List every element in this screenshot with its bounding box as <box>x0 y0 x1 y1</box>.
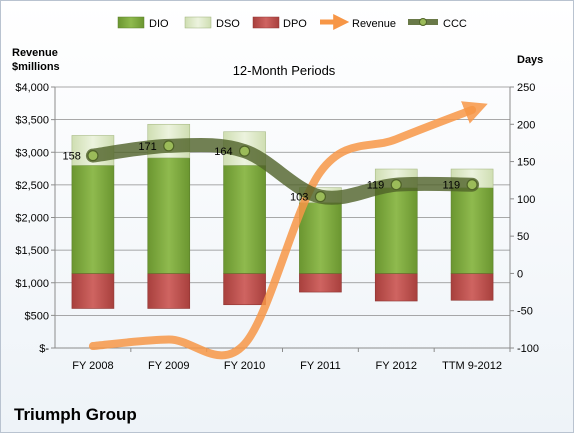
ccc-data-label: 171 <box>138 141 156 153</box>
legend-dio-swatch <box>117 16 145 29</box>
left-tick-label: $3,000 <box>15 147 49 159</box>
ccc-marker <box>87 150 99 162</box>
legend-ccc-label: CCC <box>443 18 467 30</box>
ccc-marker <box>466 179 478 191</box>
right-tick-label: 50 <box>517 231 529 243</box>
right-tick-label: -50 <box>517 306 533 318</box>
legend-ccc-marker <box>419 18 427 26</box>
category-label: FY 2012 <box>376 360 417 372</box>
left-tick-label: $1,000 <box>15 278 49 290</box>
left-tick-label: $3,500 <box>15 115 49 127</box>
left-tick-label: $2,000 <box>15 213 49 225</box>
company-name: Triumph Group <box>14 405 137 424</box>
legend-dso-swatch <box>184 16 212 29</box>
right-tick-label: 250 <box>517 82 535 94</box>
ccc-marker <box>314 191 327 203</box>
legend: DIO DSO DPO Revenue CCC <box>117 13 467 31</box>
right-tick-label: 200 <box>517 119 535 131</box>
bar-dpo <box>223 273 266 306</box>
bar-dio <box>374 187 418 274</box>
bar-dpo <box>299 273 342 293</box>
bar-dpo <box>374 273 418 302</box>
bar-dio <box>450 187 494 274</box>
ccc-data-label: 164 <box>214 146 232 158</box>
category-label: FY 2008 <box>72 360 113 372</box>
category-label: FY 2010 <box>224 360 265 372</box>
category-label: FY 2011 <box>300 360 341 372</box>
bar-dio <box>299 202 342 274</box>
legend-dpo-swatch <box>252 16 280 29</box>
right-tick-label: 150 <box>517 157 535 169</box>
right-axis-title: Days <box>517 54 543 66</box>
bar-dio <box>71 165 115 274</box>
legend-revenue-label: Revenue <box>352 18 396 30</box>
ccc-marker <box>238 145 251 157</box>
right-tick-label: 0 <box>517 268 523 280</box>
ccc-data-label: 119 <box>367 180 385 192</box>
left-tick-label: $1,500 <box>15 245 49 257</box>
legend-dpo-label: DPO <box>283 18 307 30</box>
revenue-line <box>88 101 488 360</box>
left-tick-label: $- <box>39 343 49 355</box>
ccc-line <box>85 137 480 205</box>
left-axis-title-line2: $millions <box>12 61 60 73</box>
category-label: TTM 9-2012 <box>442 360 502 372</box>
left-axis-title-line1: Revenue <box>12 47 58 59</box>
chart-title: 12-Month Periods <box>233 63 336 78</box>
bar-dpo <box>147 273 191 309</box>
ccc-data-labels: 158 171 164 103 119 119 <box>63 141 461 204</box>
category-label: FY 2009 <box>148 360 189 372</box>
ccc-marker <box>390 179 402 191</box>
right-axis-ticks: -100 -50 0 50 100 150 200 250 <box>510 82 539 355</box>
ccc-data-label: 103 <box>290 192 308 204</box>
bar-dio <box>223 165 266 274</box>
ccc-data-label: 158 <box>63 151 81 163</box>
ccc-marker <box>163 140 175 152</box>
category-labels: FY 2008 FY 2009 FY 2010 FY 2011 FY 2012 TTM 9… <box>72 348 511 372</box>
left-axis-ticks: $- $500 $1,000 $1,500 $2,000 $2,500 $3,000 $3,5… <box>15 82 55 355</box>
ccc-data-label: 119 <box>443 180 461 192</box>
bar-dpo <box>71 273 115 309</box>
bar-dpo <box>450 273 494 301</box>
right-tick-label: 100 <box>517 194 535 206</box>
bar-dio <box>147 157 191 274</box>
left-tick-label: $4,000 <box>15 82 49 94</box>
left-tick-label: $500 <box>25 310 49 322</box>
legend-dso-label: DSO <box>216 18 240 30</box>
right-tick-label: -100 <box>517 343 539 355</box>
legend-dio-label: DIO <box>149 18 169 30</box>
series-lines <box>85 101 488 360</box>
left-tick-label: $2,500 <box>15 180 49 192</box>
